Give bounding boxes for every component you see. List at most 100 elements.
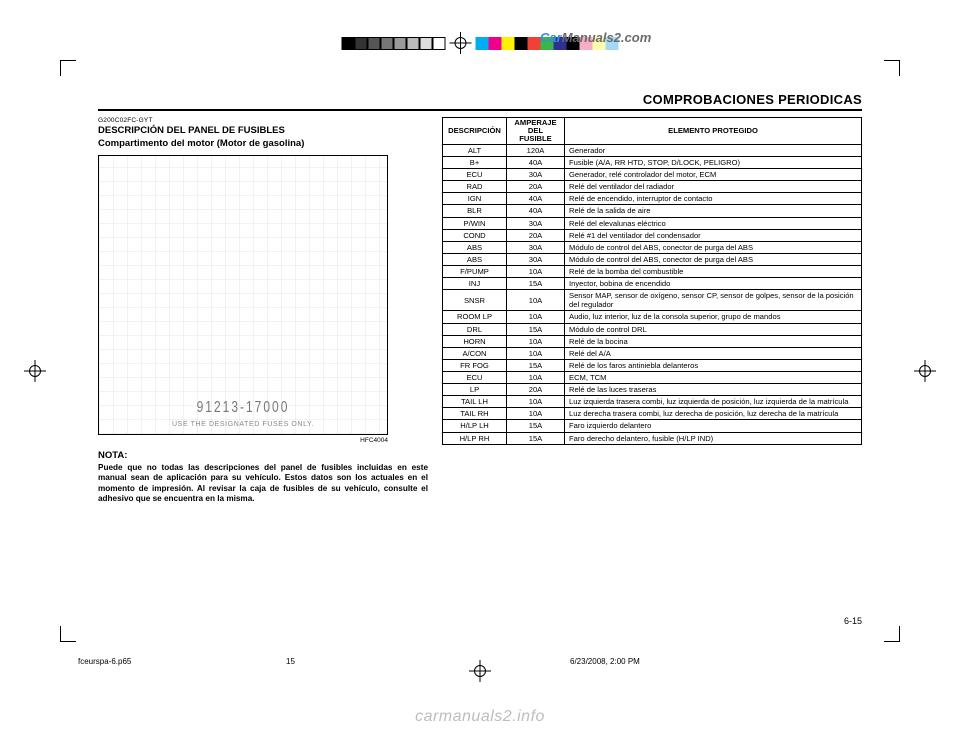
table-row: HORN10ARelé de la bocina xyxy=(443,335,862,347)
swatch xyxy=(394,37,407,50)
cell-prot: Relé de las luces traseras xyxy=(565,384,862,396)
nota-heading: NOTA: xyxy=(98,450,428,461)
cell-desc: ALT xyxy=(443,144,507,156)
table-row: RAD20ARelé del ventilador del radiador xyxy=(443,181,862,193)
cell-prot: Fusible (A/A, RR HTD, STOP, D/LOCK, PELI… xyxy=(565,157,862,169)
cell-prot: Relé de encendido, interruptor de contac… xyxy=(565,193,862,205)
cell-amp: 40A xyxy=(507,193,565,205)
section-title: COMPROBACIONES PERIODICAS xyxy=(643,92,862,107)
cell-prot: Módulo de control del ABS, conector de p… xyxy=(565,253,862,265)
swatch xyxy=(528,37,541,50)
cell-amp: 15A xyxy=(507,359,565,371)
table-row: SNSR10ASensor MAP, sensor de oxígeno, se… xyxy=(443,290,862,311)
swatch xyxy=(489,37,502,50)
cell-desc: LP xyxy=(443,384,507,396)
cell-desc: ECU xyxy=(443,169,507,181)
cell-amp: 30A xyxy=(507,241,565,253)
cell-desc: IGN xyxy=(443,193,507,205)
swatch xyxy=(407,37,420,50)
registration-bottom xyxy=(469,660,491,682)
cell-amp: 20A xyxy=(507,181,565,193)
table-row: B+40AFusible (A/A, RR HTD, STOP, D/LOCK,… xyxy=(443,157,862,169)
th-amp: AMPERAJE DEL FUSIBLE xyxy=(507,118,565,145)
cell-amp: 15A xyxy=(507,420,565,432)
table-row: H/LP RH15AFaro derecho delantero, fusibl… xyxy=(443,432,862,444)
swatch xyxy=(342,37,355,50)
cell-desc: P/WIN xyxy=(443,217,507,229)
cell-amp: 120A xyxy=(507,144,565,156)
cell-amp: 30A xyxy=(507,217,565,229)
swatch xyxy=(515,37,528,50)
page-number: 6-15 xyxy=(844,616,862,626)
th-prot: ELEMENTO PROTEGIDO xyxy=(565,118,862,145)
cell-amp: 10A xyxy=(507,266,565,278)
cell-prot: Relé de la bomba del combustible xyxy=(565,266,862,278)
th-desc: DESCRIPCIÓN xyxy=(443,118,507,145)
cell-prot: ECM, TCM xyxy=(565,371,862,383)
cell-prot: Faro izquierdo delantero xyxy=(565,420,862,432)
left-column: G200C02FC-GYT DESCRIPCIÓN DEL PANEL DE F… xyxy=(98,117,428,504)
cell-amp: 10A xyxy=(507,290,565,311)
heading-panel-desc: DESCRIPCIÓN DEL PANEL DE FUSIBLES xyxy=(98,125,428,136)
swatch xyxy=(502,37,515,50)
table-row: ABS30AMódulo de control del ABS, conecto… xyxy=(443,241,862,253)
cell-amp: 30A xyxy=(507,169,565,181)
table-row: ECU10AECM, TCM xyxy=(443,371,862,383)
cell-amp: 15A xyxy=(507,323,565,335)
table-row: FR FOG15ARelé de los faros antiniebla de… xyxy=(443,359,862,371)
cell-amp: 10A xyxy=(507,311,565,323)
fuse-diagram: 91213-17000 USE THE DESIGNATED FUSES ONL… xyxy=(98,155,388,435)
watermark-part1: Car xyxy=(540,30,562,45)
cell-prot: Relé #1 del ventilador del condensador xyxy=(565,229,862,241)
cell-amp: 10A xyxy=(507,335,565,347)
cell-prot: Relé del elevalunas eléctrico xyxy=(565,217,862,229)
cell-amp: 40A xyxy=(507,205,565,217)
cell-prot: Relé del ventilador del radiador xyxy=(565,181,862,193)
cell-prot: Luz derecha trasera combi, luz derecha d… xyxy=(565,408,862,420)
page-frame: COMPROBACIONES PERIODICAS G200C02FC-GYT … xyxy=(70,70,890,630)
table-row: BLR40ARelé de la salida de aire xyxy=(443,205,862,217)
swatch xyxy=(381,37,394,50)
cell-prot: Generador xyxy=(565,144,862,156)
fuse-table: DESCRIPCIÓN AMPERAJE DEL FUSIBLE ELEMENT… xyxy=(442,117,862,445)
diagram-part-number: 91213-17000 xyxy=(197,398,290,416)
table-row: ECU30AGenerador, relé controlador del mo… xyxy=(443,169,862,181)
cell-desc: B+ xyxy=(443,157,507,169)
watermark-part2: Manuals2.com xyxy=(562,30,652,45)
table-row: COND20ARelé #1 del ventilador del conden… xyxy=(443,229,862,241)
registration-right xyxy=(914,360,936,382)
cell-prot: Módulo de control DRL xyxy=(565,323,862,335)
footer-timestamp: 6/23/2008, 2:00 PM xyxy=(570,657,640,666)
cell-amp: 10A xyxy=(507,347,565,359)
cell-prot: Módulo de control del ABS, conector de p… xyxy=(565,241,862,253)
table-row: ROOM LP10AAudio, luz interior, luz de la… xyxy=(443,311,862,323)
cell-amp: 15A xyxy=(507,278,565,290)
cell-prot: Audio, luz interior, luz de la consola s… xyxy=(565,311,862,323)
cell-desc: TAIL RH xyxy=(443,408,507,420)
doc-code: G200C02FC-GYT xyxy=(98,117,428,124)
swatch xyxy=(433,37,446,50)
cell-desc: HORN xyxy=(443,335,507,347)
cell-desc: INJ xyxy=(443,278,507,290)
cell-amp: 20A xyxy=(507,229,565,241)
cell-prot: Inyector, bobina de encendido xyxy=(565,278,862,290)
cell-desc: FR FOG xyxy=(443,359,507,371)
table-row: LP20ARelé de las luces traseras xyxy=(443,384,862,396)
cell-prot: Faro derecho delantero, fusible (H/LP IN… xyxy=(565,432,862,444)
table-row: ABS30AMódulo de control del ABS, conecto… xyxy=(443,253,862,265)
swatch xyxy=(368,37,381,50)
cell-desc: F/PUMP xyxy=(443,266,507,278)
cell-desc: H/LP RH xyxy=(443,432,507,444)
cell-desc: TAIL LH xyxy=(443,396,507,408)
nota-body: Puede que no todas las descripciones del… xyxy=(98,463,428,504)
cell-desc: SNSR xyxy=(443,290,507,311)
swatch xyxy=(420,37,433,50)
table-row: TAIL RH10ALuz derecha trasera combi, luz… xyxy=(443,408,862,420)
table-row: DRL15AMódulo de control DRL xyxy=(443,323,862,335)
cell-prot: Luz izquierda trasera combi, luz izquier… xyxy=(565,396,862,408)
fuse-table-body: ALT120AGeneradorB+40AFusible (A/A, RR HT… xyxy=(443,144,862,444)
crosshair-icon xyxy=(450,32,472,54)
cell-amp: 10A xyxy=(507,396,565,408)
cell-amp: 10A xyxy=(507,371,565,383)
table-row: H/LP LH15AFaro izquierdo delantero xyxy=(443,420,862,432)
